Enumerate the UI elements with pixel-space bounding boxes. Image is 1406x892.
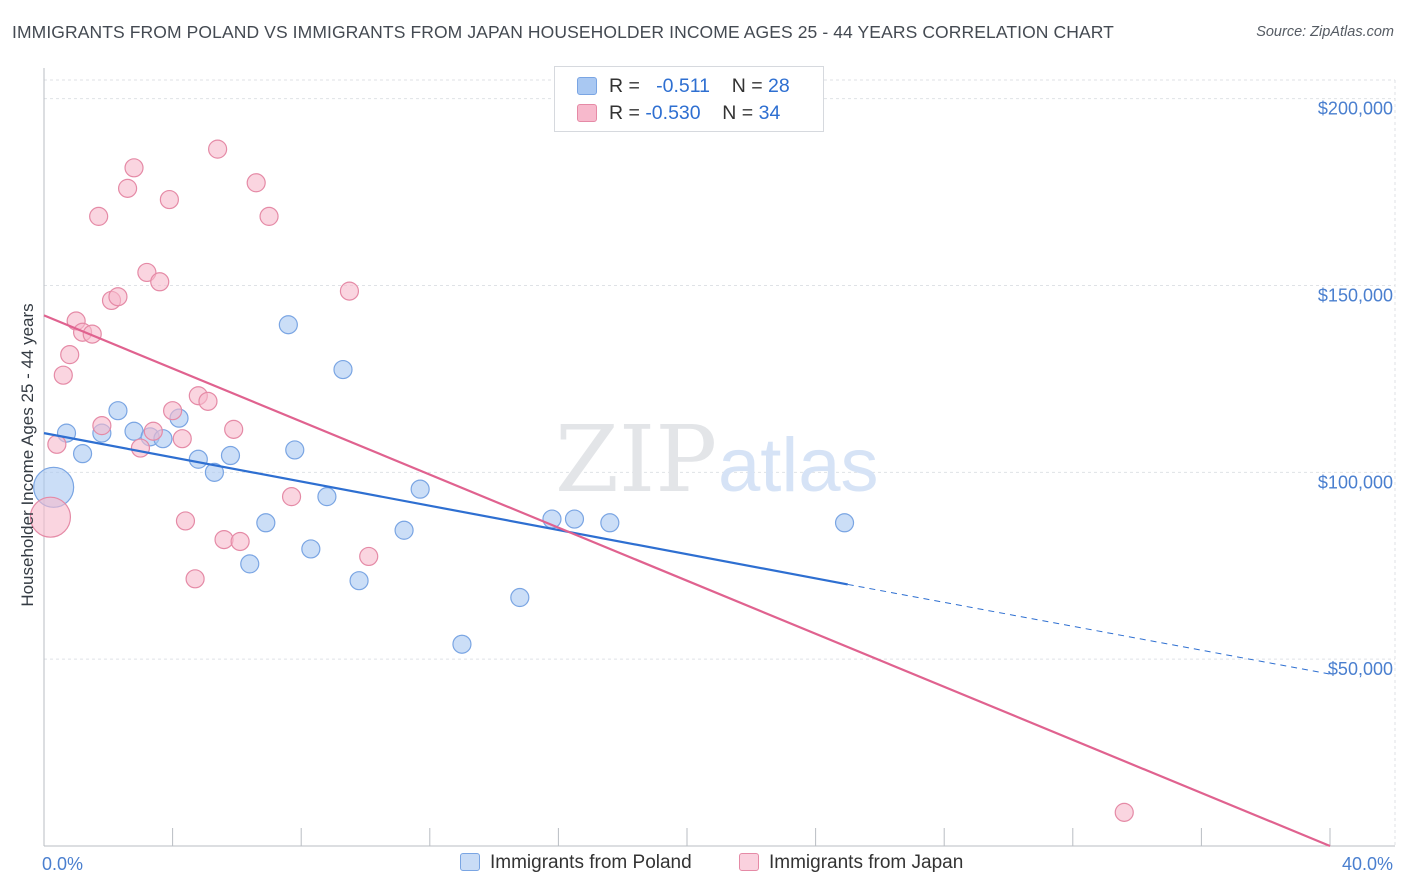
series-label-japan: Immigrants from Japan (769, 852, 964, 873)
legend-swatch-japan (577, 104, 597, 122)
point-japan-1 (47, 434, 67, 454)
series-swatch-japan (739, 853, 759, 871)
source-label: Source: ZipAtlas.com (1256, 24, 1394, 40)
point-poland-17 (317, 487, 337, 507)
legend-row-japan: R = -0.530 N = 34 (577, 102, 780, 126)
point-japan-17 (159, 189, 179, 210)
point-japan-21 (185, 569, 205, 589)
legend-swatch-poland (577, 77, 597, 95)
point-japan-19 (172, 429, 192, 449)
legend-n-value: 34 (758, 102, 781, 124)
y-tick-label-0: $50,000 (1328, 659, 1393, 679)
point-poland-26 (600, 513, 620, 533)
y-tick-label-1: $100,000 (1318, 472, 1393, 492)
point-poland-27 (834, 513, 855, 533)
y-axis-label: Householder Income Ages 25 - 44 years (18, 303, 37, 606)
trend-line-japan (43, 314, 1331, 848)
trend-extension-poland (847, 583, 1331, 675)
point-poland-10 (204, 462, 224, 482)
point-poland-12 (240, 554, 260, 574)
y-tick-labels: $50,000 $100,000 $150,000 $200,000 (1318, 99, 1393, 679)
point-japan-0 (29, 496, 72, 538)
data-points (29, 139, 1134, 822)
point-poland-19 (349, 571, 369, 591)
legend-r-value: -0.530 (645, 102, 701, 124)
legend-n-label: N = (722, 102, 754, 124)
point-japan-31 (339, 281, 360, 301)
legend-r-value: -0.511 (656, 75, 711, 97)
point-japan-13 (130, 438, 151, 458)
point-japan-18 (163, 401, 183, 421)
point-japan-15 (143, 421, 163, 441)
point-japan-25 (214, 529, 234, 550)
point-japan-6 (82, 324, 102, 344)
point-poland-21 (410, 479, 430, 499)
point-poland-14 (278, 315, 298, 335)
point-japan-24 (208, 139, 228, 159)
series-legend: Immigrants from Poland Immigrants from J… (0, 852, 1406, 878)
x-tick-label-min: 0.0% (42, 854, 83, 874)
point-poland-23 (510, 587, 530, 608)
series-swatch-poland (460, 853, 480, 871)
gridlines (44, 79, 1396, 846)
point-japan-20 (175, 511, 196, 531)
point-poland-5 (124, 421, 144, 441)
point-japan-3 (60, 345, 80, 365)
point-japan-16 (150, 272, 170, 292)
point-poland-22 (452, 634, 472, 654)
point-poland-16 (301, 539, 321, 559)
point-poland-9 (188, 449, 208, 469)
legend-r-label: R = (609, 102, 640, 124)
point-poland-15 (285, 440, 305, 460)
trend-lines (43, 314, 1331, 848)
point-japan-11 (117, 178, 138, 198)
point-japan-32 (359, 546, 379, 567)
axes (43, 68, 1395, 847)
x-tick-label-max: 40.0% (1342, 854, 1393, 874)
point-japan-7 (89, 206, 109, 226)
trend-line-poland (43, 432, 848, 586)
watermark-atlas: atlas (718, 423, 879, 508)
legend-r-label: R = (609, 75, 640, 97)
correlation-legend: R = -0.511 N = 28 R = -0.530 N = 34 (554, 66, 824, 132)
chart-title: IMMIGRANTS FROM POLAND VS IMMIGRANTS FRO… (12, 22, 1114, 42)
point-japan-28 (246, 173, 266, 193)
point-japan-30 (281, 487, 302, 507)
series-legend-japan[interactable]: Immigrants from Japan (739, 852, 963, 874)
point-poland-13 (256, 513, 276, 533)
legend-n-value: 28 (768, 75, 790, 97)
series-legend-poland[interactable]: Immigrants from Poland (460, 852, 692, 874)
point-poland-4 (108, 401, 128, 421)
point-poland-20 (394, 520, 414, 540)
point-poland-18 (333, 359, 353, 380)
watermark: ZIP atlas (555, 406, 879, 513)
legend-row-poland: R = -0.511 N = 28 (577, 75, 790, 99)
point-japan-8 (92, 416, 112, 436)
point-poland-11 (220, 445, 241, 466)
point-japan-12 (124, 158, 144, 178)
point-japan-26 (224, 419, 244, 439)
point-poland-25 (564, 509, 585, 529)
point-japan-29 (259, 206, 279, 226)
point-japan-10 (108, 287, 128, 307)
point-japan-27 (230, 531, 250, 552)
point-japan-23 (198, 391, 218, 411)
point-japan-2 (53, 365, 73, 385)
y-tick-label-3: $200,000 (1318, 99, 1393, 119)
point-japan-33 (1114, 802, 1134, 822)
legend-n-label: N = (731, 75, 763, 97)
point-japan-14 (137, 262, 157, 283)
series-label-poland: Immigrants from Poland (490, 852, 692, 873)
watermark-zip: ZIP (555, 406, 717, 513)
point-poland-2 (72, 444, 93, 464)
y-tick-label-2: $150,000 (1318, 286, 1393, 306)
